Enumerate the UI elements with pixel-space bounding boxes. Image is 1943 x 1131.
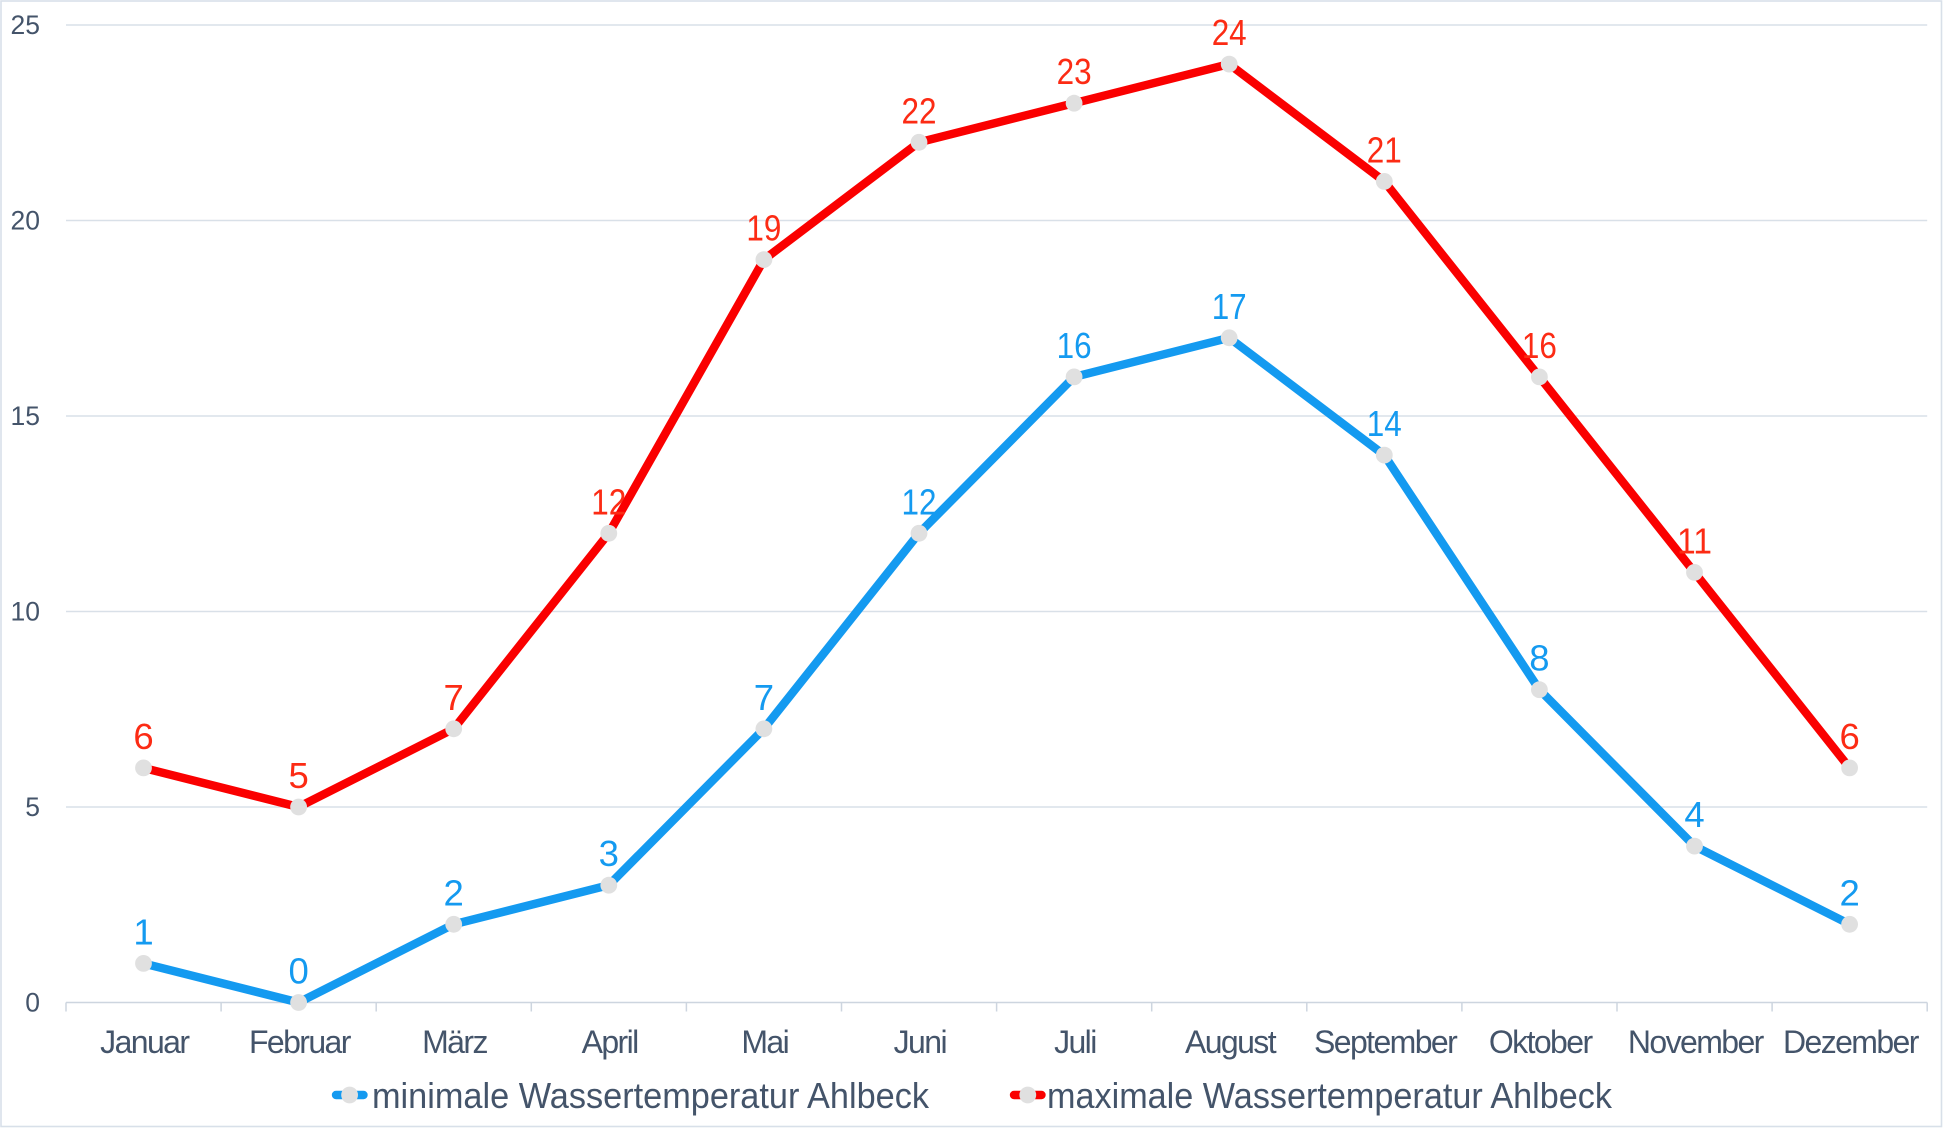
svg-text:April: April	[582, 1024, 638, 1060]
svg-text:12: 12	[591, 481, 626, 522]
svg-text:Juli: Juli	[1054, 1024, 1096, 1060]
svg-text:20: 20	[11, 206, 40, 236]
svg-text:24: 24	[1212, 12, 1247, 53]
svg-text:maximale Wassertemperatur Ahlb: maximale Wassertemperatur Ahlbeck	[1047, 1075, 1613, 1116]
svg-text:19: 19	[746, 208, 781, 249]
svg-text:17: 17	[1212, 286, 1247, 327]
svg-text:16: 16	[1522, 325, 1557, 366]
svg-text:September: September	[1314, 1024, 1458, 1060]
svg-text:25: 25	[11, 10, 40, 40]
svg-text:5: 5	[25, 792, 40, 822]
svg-text:März: März	[422, 1024, 487, 1060]
svg-text:0: 0	[288, 951, 308, 992]
svg-text:22: 22	[902, 90, 937, 131]
svg-text:15: 15	[11, 401, 40, 431]
svg-text:7: 7	[444, 677, 464, 718]
svg-text:6: 6	[1839, 716, 1859, 757]
svg-text:3: 3	[599, 833, 619, 874]
svg-text:Oktober: Oktober	[1489, 1024, 1594, 1060]
svg-text:2: 2	[444, 872, 464, 913]
svg-text:21: 21	[1367, 129, 1402, 170]
svg-text:November: November	[1628, 1024, 1765, 1060]
svg-text:2: 2	[1839, 872, 1859, 913]
svg-text:Januar: Januar	[100, 1024, 190, 1060]
svg-text:16: 16	[1057, 325, 1092, 366]
svg-text:Juni: Juni	[894, 1024, 946, 1060]
svg-text:10: 10	[11, 597, 40, 627]
svg-text:Februar: Februar	[249, 1024, 352, 1060]
svg-text:1: 1	[133, 911, 153, 952]
svg-text:6: 6	[133, 716, 153, 757]
svg-text:5: 5	[288, 755, 308, 796]
svg-text:Dezember: Dezember	[1783, 1024, 1920, 1060]
svg-text:August: August	[1185, 1024, 1277, 1060]
svg-text:Mai: Mai	[741, 1024, 788, 1060]
svg-text:12: 12	[902, 481, 937, 522]
svg-text:7: 7	[754, 677, 774, 718]
svg-text:14: 14	[1367, 403, 1402, 444]
svg-text:11: 11	[1677, 520, 1712, 561]
svg-text:8: 8	[1529, 638, 1549, 679]
svg-text:minimale Wassertemperatur Ahlb: minimale Wassertemperatur Ahlbeck	[372, 1075, 930, 1116]
svg-text:23: 23	[1057, 51, 1092, 92]
svg-text:4: 4	[1684, 794, 1704, 835]
svg-text:0: 0	[25, 988, 40, 1018]
